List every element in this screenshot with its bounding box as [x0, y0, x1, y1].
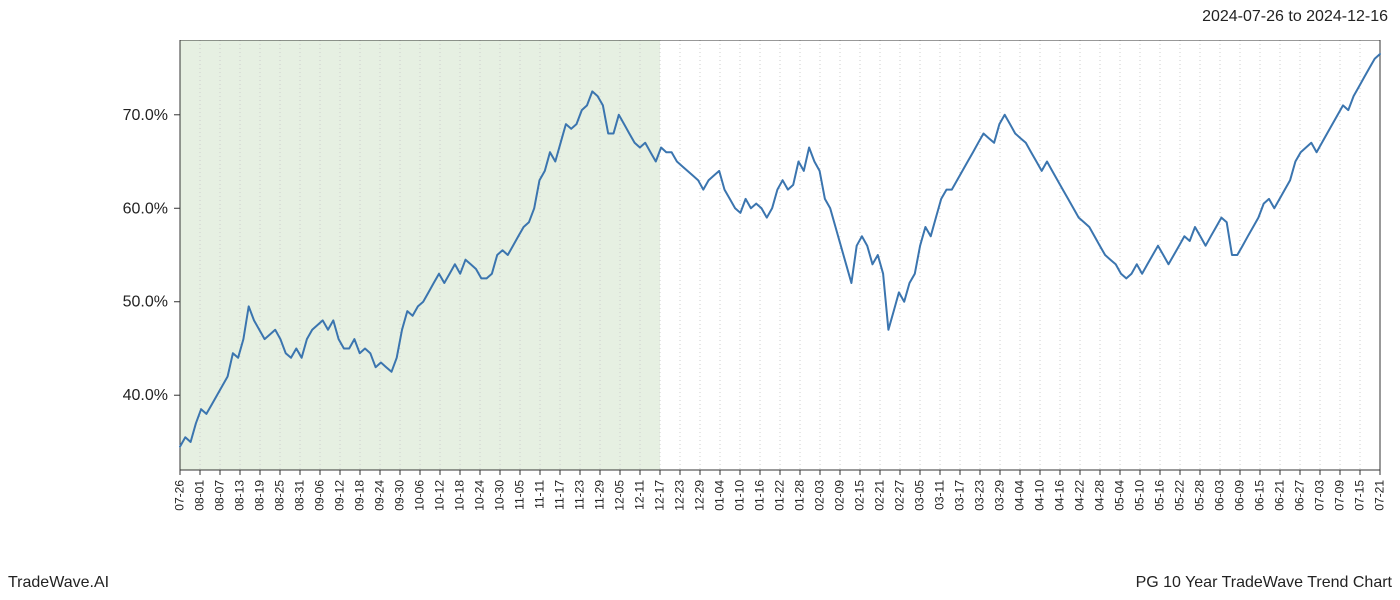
svg-text:04-22: 04-22 — [1073, 480, 1087, 511]
svg-text:11-05: 11-05 — [513, 480, 527, 510]
svg-text:07-26: 07-26 — [173, 480, 187, 511]
svg-text:10-12: 10-12 — [433, 480, 447, 511]
svg-text:08-13: 08-13 — [233, 480, 247, 511]
svg-text:02-15: 02-15 — [853, 480, 867, 511]
svg-text:12-29: 12-29 — [693, 480, 707, 511]
svg-text:08-01: 08-01 — [193, 480, 207, 511]
svg-text:60.0%: 60.0% — [123, 200, 168, 217]
svg-text:06-21: 06-21 — [1273, 480, 1287, 511]
svg-text:08-25: 08-25 — [273, 480, 287, 511]
svg-text:05-28: 05-28 — [1193, 480, 1207, 511]
svg-text:01-04: 01-04 — [713, 480, 727, 511]
svg-text:09-24: 09-24 — [373, 480, 387, 511]
svg-text:40.0%: 40.0% — [123, 387, 168, 404]
svg-text:10-30: 10-30 — [493, 480, 507, 511]
svg-text:06-15: 06-15 — [1253, 480, 1267, 511]
svg-text:01-28: 01-28 — [793, 480, 807, 511]
svg-text:08-19: 08-19 — [253, 480, 267, 511]
chart-svg: 40.0% 50.0% 60.0% 70.0% 07-26 08-01 08-07 08-13… — [0, 40, 1400, 540]
brand-label: TradeWave.AI — [8, 574, 109, 592]
svg-text:03-17: 03-17 — [953, 480, 967, 511]
svg-text:03-29: 03-29 — [993, 480, 1007, 511]
svg-text:04-16: 04-16 — [1053, 480, 1067, 511]
svg-text:11-17: 11-17 — [553, 480, 567, 510]
svg-text:03-23: 03-23 — [973, 480, 987, 511]
svg-text:11-11: 11-11 — [533, 480, 547, 509]
svg-text:07-15: 07-15 — [1353, 480, 1367, 511]
svg-text:03-05: 03-05 — [913, 480, 927, 511]
svg-text:04-28: 04-28 — [1093, 480, 1107, 511]
svg-text:10-24: 10-24 — [473, 480, 487, 511]
svg-text:01-16: 01-16 — [753, 480, 767, 511]
svg-text:07-09: 07-09 — [1333, 480, 1347, 511]
svg-text:01-10: 01-10 — [733, 480, 747, 511]
svg-text:06-09: 06-09 — [1233, 480, 1247, 511]
svg-text:07-21: 07-21 — [1373, 480, 1387, 511]
svg-text:09-18: 09-18 — [353, 480, 367, 511]
svg-text:05-22: 05-22 — [1173, 480, 1187, 511]
svg-text:12-05: 12-05 — [613, 480, 627, 511]
svg-text:08-07: 08-07 — [213, 480, 227, 511]
chart-title: PG 10 Year TradeWave Trend Chart — [1136, 574, 1392, 592]
svg-text:04-04: 04-04 — [1013, 480, 1027, 511]
svg-text:06-27: 06-27 — [1293, 480, 1307, 511]
svg-text:04-10: 04-10 — [1033, 480, 1047, 511]
svg-text:11-23: 11-23 — [573, 480, 587, 510]
svg-text:09-12: 09-12 — [333, 480, 347, 511]
svg-text:06-03: 06-03 — [1213, 480, 1227, 511]
svg-text:11-29: 11-29 — [593, 480, 607, 510]
svg-text:02-03: 02-03 — [813, 480, 827, 511]
svg-text:50.0%: 50.0% — [123, 294, 168, 311]
svg-text:05-16: 05-16 — [1153, 480, 1167, 511]
svg-text:09-06: 09-06 — [313, 480, 327, 511]
svg-text:12-11: 12-11 — [633, 480, 647, 510]
svg-text:12-23: 12-23 — [673, 480, 687, 511]
svg-text:05-10: 05-10 — [1133, 480, 1147, 511]
trend-chart: 40.0% 50.0% 60.0% 70.0% 07-26 08-01 08-07 08-13… — [0, 40, 1400, 540]
svg-text:02-09: 02-09 — [833, 480, 847, 511]
svg-text:10-18: 10-18 — [453, 480, 467, 511]
svg-text:01-22: 01-22 — [773, 480, 787, 511]
date-range-label: 2024-07-26 to 2024-12-16 — [1202, 8, 1388, 26]
svg-text:10-06: 10-06 — [413, 480, 427, 511]
svg-text:08-31: 08-31 — [293, 480, 307, 511]
svg-text:02-21: 02-21 — [873, 480, 887, 511]
svg-text:12-17: 12-17 — [653, 480, 667, 511]
svg-text:02-27: 02-27 — [893, 480, 907, 511]
svg-text:03-11: 03-11 — [933, 480, 947, 510]
svg-text:09-30: 09-30 — [393, 480, 407, 511]
svg-text:07-03: 07-03 — [1313, 480, 1327, 511]
svg-text:70.0%: 70.0% — [123, 107, 168, 124]
svg-text:05-04: 05-04 — [1113, 480, 1127, 511]
